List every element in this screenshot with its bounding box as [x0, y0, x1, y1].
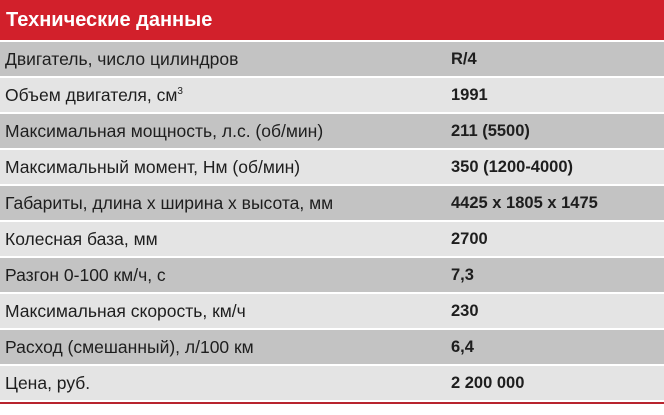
spec-value: R/4	[451, 50, 477, 68]
spec-value: 4425 х 1805 х 1475	[451, 194, 598, 212]
table-title: Технические данные	[0, 0, 664, 42]
spec-label-text: Максимальный момент, Нм (об/мин)	[5, 157, 301, 177]
spec-value: 6,4	[451, 338, 474, 356]
table-row: Габариты, длина х ширина х высота, мм 442…	[0, 186, 664, 222]
spec-label-text: Разгон 0-100 км/ч, с	[5, 265, 166, 285]
spec-label-text: Максимальная скорость, км/ч	[5, 301, 246, 321]
spec-label-text: Максимальная мощность, л.с. (об/мин)	[5, 121, 324, 141]
unit-superscript: 3	[177, 86, 183, 98]
spec-value: 211 (5500)	[451, 122, 530, 140]
spec-label: Цена, руб.	[0, 366, 451, 400]
spec-label-text: Объем двигателя, см	[5, 85, 178, 105]
spec-label: Максимальная скорость, км/ч	[0, 294, 451, 328]
table-row: Максимальный момент, Нм (об/мин) 350 (120…	[0, 150, 664, 186]
spec-label: Объем двигателя, см3	[0, 78, 451, 112]
spec-value: 350 (1200-4000)	[451, 158, 574, 176]
spec-table: Двигатель, число цилиндров R/4 Объем двига…	[0, 42, 664, 402]
table-bottom-divider	[0, 402, 664, 404]
spec-value: 7,3	[451, 266, 474, 284]
table-row: Двигатель, число цилиндров R/4	[0, 42, 664, 78]
spec-label-text: Габариты, длина х ширина х высота, мм	[5, 193, 334, 213]
spec-label-text: Цена, руб.	[5, 373, 91, 393]
spec-label: Колесная база, мм	[0, 222, 451, 256]
table-row: Максимальная скорость, км/ч 230	[0, 294, 664, 330]
table-row: Объем двигателя, см3 1991	[0, 78, 664, 114]
spec-label: Максимальный момент, Нм (об/мин)	[0, 150, 451, 184]
spec-label: Габариты, длина х ширина х высота, мм	[0, 186, 451, 220]
table-row: Расход (смешанный), л/100 км 6,4	[0, 330, 664, 366]
table-row: Колесная база, мм 2700	[0, 222, 664, 258]
spec-label-text: Двигатель, число цилиндров	[5, 49, 239, 69]
spec-label-text: Колесная база, мм	[5, 229, 158, 249]
spec-label: Максимальная мощность, л.с. (об/мин)	[0, 114, 451, 148]
spec-label: Расход (смешанный), л/100 км	[0, 330, 451, 364]
spec-label-text: Расход (смешанный), л/100 км	[5, 337, 254, 357]
spec-value: 2 200 000	[451, 374, 525, 392]
spec-label: Разгон 0-100 км/ч, с	[0, 258, 451, 292]
spec-value: 1991	[451, 86, 488, 104]
spec-value: 230	[451, 302, 479, 320]
table-row: Максимальная мощность, л.с. (об/мин) 211 …	[0, 114, 664, 150]
table-row: Цена, руб. 2 200 000	[0, 366, 664, 402]
table-row: Разгон 0-100 км/ч, с 7,3	[0, 258, 664, 294]
spec-value: 2700	[451, 230, 488, 248]
spec-label: Двигатель, число цилиндров	[0, 42, 451, 76]
